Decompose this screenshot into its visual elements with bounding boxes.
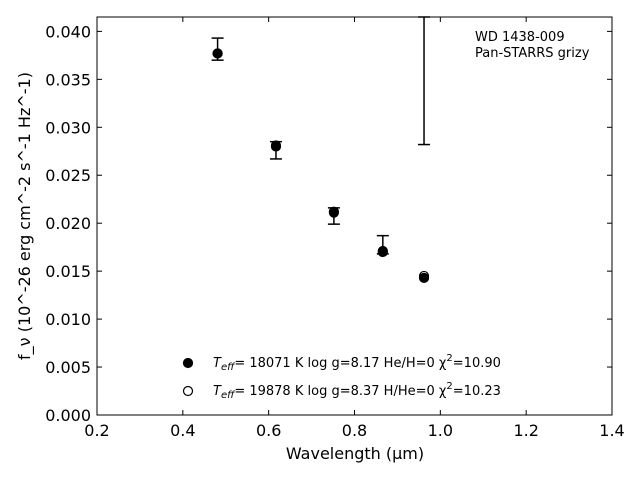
legend-marker-1	[182, 385, 194, 397]
data-marks	[211, 16, 431, 283]
y-tick-label-2: 0.010	[45, 310, 91, 329]
y-tick-label-7: 0.035	[45, 70, 91, 89]
legend-label-1: Teff= 19878 K log g=8.37 H/He=0 χ2=10.23	[213, 381, 501, 401]
legend-marker-0	[182, 357, 194, 369]
x-tick-label-2: 0.6	[256, 421, 281, 440]
y-tick-label-1: 0.005	[45, 358, 91, 377]
y-tick-label-6: 0.030	[45, 118, 91, 137]
y-tick-label-4: 0.020	[45, 214, 91, 233]
x-tick-label-5: 1.2	[513, 421, 538, 440]
y-tick-label-3: 0.015	[45, 262, 91, 281]
x-tick-label-3: 0.8	[342, 421, 367, 440]
y-axis-label: f_ν (10^-26 erg cm^-2 s^-1 Hz^-1)	[15, 72, 35, 360]
filled-point-4	[418, 272, 430, 283]
ticks: 0.2 0.4 0.6 0.8 1.0 1.2 1.4 0.000 0.005 0.010 0.01…	[45, 17, 625, 440]
x-tick-label-1: 0.4	[170, 421, 195, 440]
x-tick-label-6: 1.4	[599, 421, 624, 440]
filled-point-2	[328, 207, 339, 218]
filled-point-3	[377, 246, 388, 258]
x-tick-label-0: 0.2	[84, 421, 109, 440]
x-tick-label-4: 1.0	[428, 421, 453, 440]
y-tick-label-8: 0.040	[45, 22, 91, 41]
y-tick-label-0: 0.000	[45, 406, 91, 425]
filled-point-0	[212, 48, 223, 59]
annotation-line-1: WD 1438-009	[475, 30, 565, 45]
filled-point-1	[270, 141, 282, 152]
x-axis-label: Wavelength (μm)	[286, 444, 424, 463]
legend: Teff= 18071 K log g=8.17 He/H=0 χ2=10.90…	[182, 353, 501, 401]
y-tick-label-5: 0.025	[45, 166, 91, 185]
legend-label-0: Teff= 18071 K log g=8.17 He/H=0 χ2=10.90	[213, 353, 501, 373]
annotation-line-2: Pan-STARRS grizy	[475, 46, 590, 61]
